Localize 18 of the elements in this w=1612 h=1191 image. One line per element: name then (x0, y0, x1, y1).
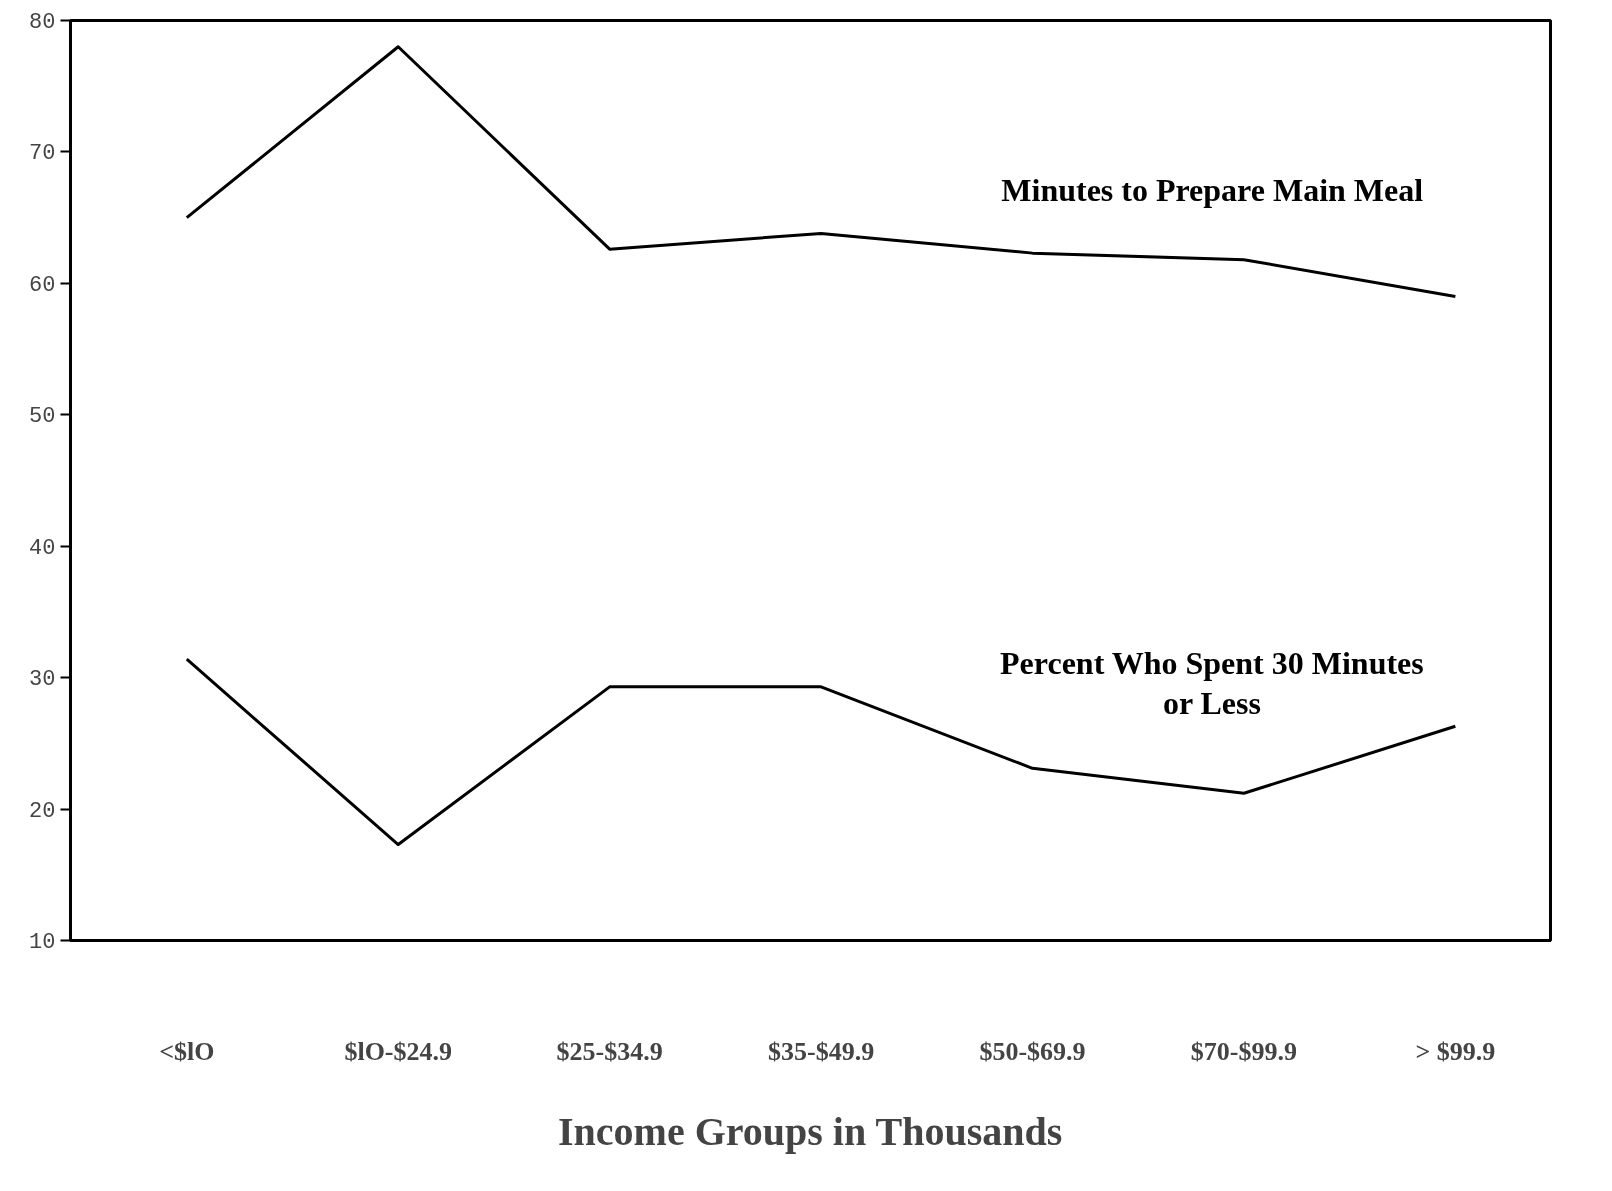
y-tick-label: 10 (29, 930, 56, 955)
x-axis-title: Income Groups in Thousands (558, 1108, 1063, 1154)
y-tick-label: 40 (29, 535, 56, 561)
y-tick-label: 60 (29, 272, 56, 298)
x-tick-label: > $99.9 (1415, 1036, 1496, 1066)
y-tick-label: 70 (29, 141, 56, 167)
series-label: Minutes to Prepare Main Meal (1001, 172, 1424, 209)
x-tick-label: $25-$34.9 (556, 1036, 663, 1066)
y-tick-label: 20 (29, 798, 56, 824)
series-label: Percent Who Spent 30 Minutes or Less (1000, 645, 1424, 722)
x-tick-label: $50-$69.9 (979, 1036, 1086, 1066)
x-tick-label: <$lO (159, 1036, 215, 1066)
x-tick-label: $35-$49.9 (767, 1036, 875, 1066)
x-tick-label: $lO-$24.9 (344, 1036, 453, 1066)
y-tick-label: 30 (29, 667, 56, 693)
x-tick-label: $70-$99.9 (1190, 1036, 1298, 1066)
y-tick-label: 80 (29, 10, 56, 35)
y-tick-label: 50 (29, 404, 56, 430)
